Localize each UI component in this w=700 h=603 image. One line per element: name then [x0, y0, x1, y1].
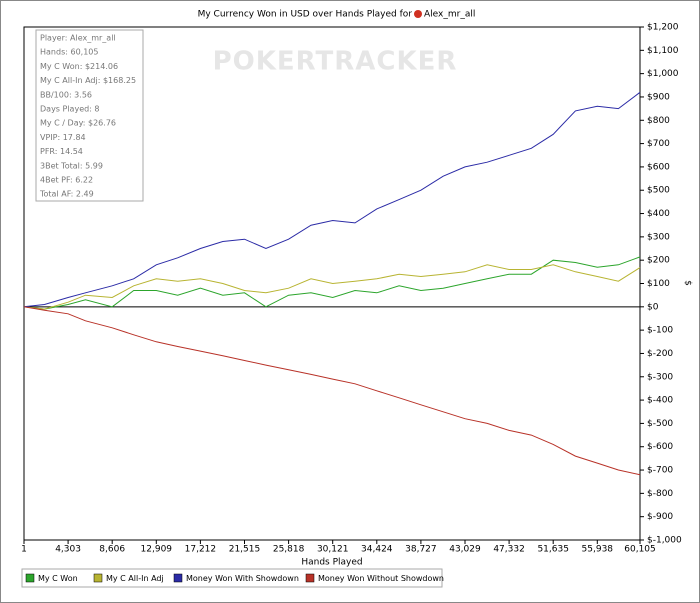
- stats-line: My C Won: $214.06: [40, 62, 118, 71]
- y-tick-label: $200: [647, 256, 670, 266]
- x-tick-label: 21,515: [229, 545, 261, 555]
- stats-box: [35, 29, 144, 202]
- y-tick-label: $-400: [647, 396, 673, 406]
- legend-label: Money Won With Showdown: [186, 574, 299, 583]
- stats-line: BB/100: 3.56: [40, 90, 92, 99]
- player-name: Alex_mr_all: [424, 10, 475, 20]
- x-tick-label: 43,029: [449, 545, 481, 555]
- series-line: [23, 256, 641, 310]
- series-line: [23, 306, 641, 476]
- x-axis-label: Hands Played: [301, 558, 362, 568]
- y-tick-label: $0: [647, 302, 659, 312]
- legend: [21, 568, 443, 588]
- y-tick-label: $400: [647, 209, 670, 219]
- y-tick-label: $800: [647, 116, 670, 126]
- y-tick-label: $-1,000: [647, 536, 682, 546]
- stats-line: Total AF: 2.49: [39, 190, 94, 199]
- x-tick-label: 30,121: [317, 545, 349, 555]
- y-tick-label: $-500: [647, 419, 673, 429]
- y-tick-label: $-100: [647, 326, 673, 336]
- player-icon: [414, 10, 422, 18]
- x-tick-label: 55,938: [582, 545, 614, 555]
- series-line: [23, 91, 641, 308]
- y-tick-label: $-200: [647, 349, 673, 359]
- y-tick-label: $-700: [647, 466, 673, 476]
- y-tick-label: $1,000: [647, 69, 679, 79]
- series-line: [23, 264, 641, 310]
- x-tick-label: 51,635: [537, 545, 569, 555]
- stats-line: My C All-In Adj: $168.25: [40, 76, 136, 85]
- y-tick-label: $600: [647, 162, 670, 172]
- legend-swatch: [305, 573, 315, 583]
- chart-title: My Currency Won in USD over Hands Played…: [198, 10, 413, 20]
- stats-line: Days Played: 8: [40, 105, 100, 114]
- x-tick-label: 60,105: [624, 545, 656, 555]
- y-tick-label: $-300: [647, 372, 673, 382]
- stats-line: 4Bet PF: 6.22: [40, 176, 93, 185]
- x-tick-label: 4,303: [55, 545, 81, 555]
- legend-swatch: [173, 573, 183, 583]
- stats-line: Player: Alex_mr_all: [40, 34, 116, 43]
- y-tick-label: $300: [647, 232, 670, 242]
- y-tick-label: $100: [647, 279, 670, 289]
- x-tick-label: 34,424: [361, 545, 393, 555]
- stats-line: My C / Day: $26.76: [40, 119, 116, 128]
- x-tick-label: 25,818: [273, 545, 305, 555]
- y-axis-label: $: [683, 280, 693, 286]
- y-tick-label: $-600: [647, 442, 673, 452]
- stats-line: VPIP: 17.84: [40, 133, 86, 142]
- y-tick-label: $-800: [647, 489, 673, 499]
- x-tick-label: 17,212: [185, 545, 217, 555]
- legend-swatch: [25, 573, 35, 583]
- y-tick-label: $900: [647, 92, 670, 102]
- watermark: POKERTRACKER: [213, 47, 458, 77]
- y-tick-label: $1,200: [647, 23, 679, 33]
- stats-line: 3Bet Total: 5.99: [40, 161, 103, 170]
- y-tick-label: $-900: [647, 512, 673, 522]
- y-tick-label: $700: [647, 139, 670, 149]
- x-tick-label: 12,909: [141, 545, 173, 555]
- y-tick-label: $500: [647, 186, 670, 196]
- x-tick-label: 38,727: [405, 545, 437, 555]
- x-tick-label: 8,606: [99, 545, 125, 555]
- legend-label: Money Won Without Showdown: [318, 574, 444, 583]
- x-tick-label: 47,332: [493, 545, 525, 555]
- stats-line: PFR: 14.54: [40, 147, 83, 156]
- legend-label: My C All-In Adj: [106, 574, 164, 583]
- stats-line: Hands: 60,105: [40, 48, 98, 57]
- legend-label: My C Won: [38, 574, 78, 583]
- y-tick-label: $1,100: [647, 46, 679, 56]
- legend-swatch: [93, 573, 103, 583]
- x-tick-label: 1: [21, 545, 27, 555]
